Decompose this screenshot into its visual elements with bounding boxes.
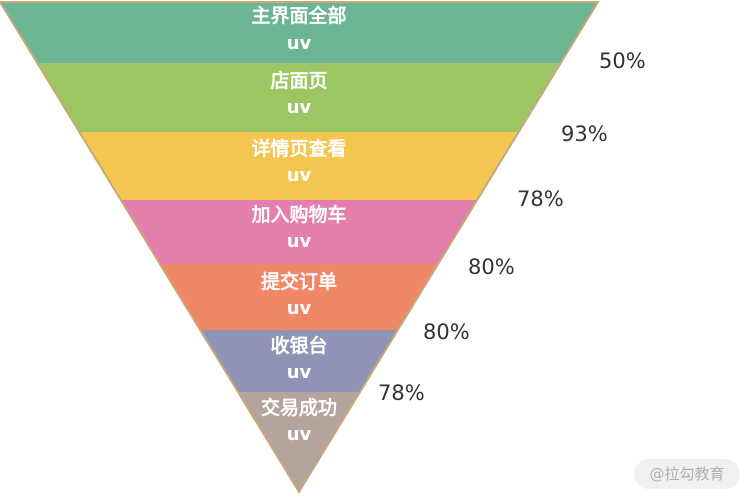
conversion-rate-label: 80% [423,320,470,344]
funnel-stage-band [237,392,361,492]
conversion-rate-label: 93% [561,122,608,146]
funnel-outline [0,1,600,494]
funnel-stage-label: 收银台 [270,334,327,357]
funnel-stage-label: 提交订单 [261,270,337,293]
conversion-rate-label: 78% [517,187,564,211]
funnel-stage-label: 交易成功 [261,396,337,419]
watermark: @拉勾教育 [634,459,740,489]
funnel-stage-sublabel: uv [287,97,312,118]
conversion-rate-label: 78% [378,381,425,405]
funnel-stage-label: 加入购物车 [250,203,346,226]
funnel-stage-sublabel: uv [287,231,312,252]
funnel-stage-sublabel: uv [287,424,312,445]
conversion-rate-label: 80% [468,255,515,279]
funnel-stage-label: 店面页 [270,69,327,92]
funnel-stage-label: 主界面全部 [251,4,346,27]
conversion-rate-label: 50% [599,49,646,73]
funnel-stage-band [200,330,398,392]
funnel-stage-band [0,2,598,63]
funnel-stage-band [120,200,478,264]
funnel-stage-label: 详情页查看 [251,137,346,160]
funnel-stage-band [159,264,439,330]
funnel-stage-sublabel: uv [287,33,312,54]
funnel-stage-band [79,132,519,200]
funnel-stage-sublabel: uv [287,362,312,383]
funnel-stage-sublabel: uv [287,298,312,319]
funnel-stage-sublabel: uv [287,165,312,186]
funnel-stage-band [37,63,561,132]
